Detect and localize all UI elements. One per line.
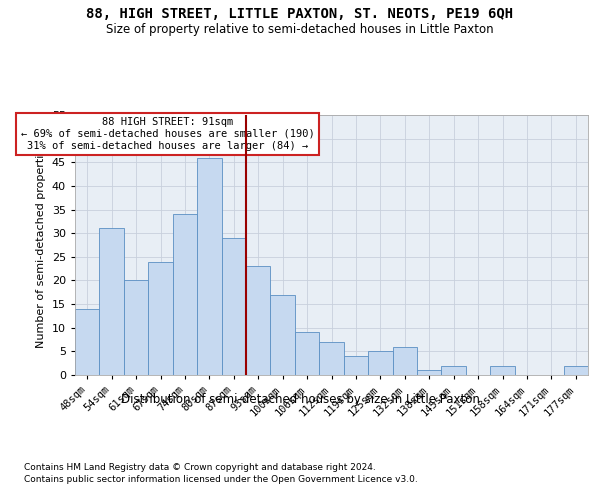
Bar [100,228,124,375]
Bar [271,294,295,375]
Bar [392,346,417,375]
Bar [417,370,442,375]
Bar [563,366,588,375]
Bar [246,266,271,375]
Y-axis label: Number of semi-detached properties: Number of semi-detached properties [36,142,46,348]
Text: Size of property relative to semi-detached houses in Little Paxton: Size of property relative to semi-detach… [106,22,494,36]
Bar [344,356,368,375]
Bar [75,309,100,375]
Text: 88 HIGH STREET: 91sqm
← 69% of semi-detached houses are smaller (190)
31% of sem: 88 HIGH STREET: 91sqm ← 69% of semi-deta… [21,118,315,150]
Bar [442,366,466,375]
Text: Contains public sector information licensed under the Open Government Licence v3: Contains public sector information licen… [24,475,418,484]
Bar [124,280,148,375]
Bar [368,352,392,375]
Bar [221,238,246,375]
Bar [295,332,319,375]
Bar [319,342,344,375]
Bar [490,366,515,375]
Bar [148,262,173,375]
Bar [173,214,197,375]
Text: Distribution of semi-detached houses by size in Little Paxton: Distribution of semi-detached houses by … [121,392,479,406]
Bar [197,158,221,375]
Text: Contains HM Land Registry data © Crown copyright and database right 2024.: Contains HM Land Registry data © Crown c… [24,462,376,471]
Text: 88, HIGH STREET, LITTLE PAXTON, ST. NEOTS, PE19 6QH: 88, HIGH STREET, LITTLE PAXTON, ST. NEOT… [86,8,514,22]
